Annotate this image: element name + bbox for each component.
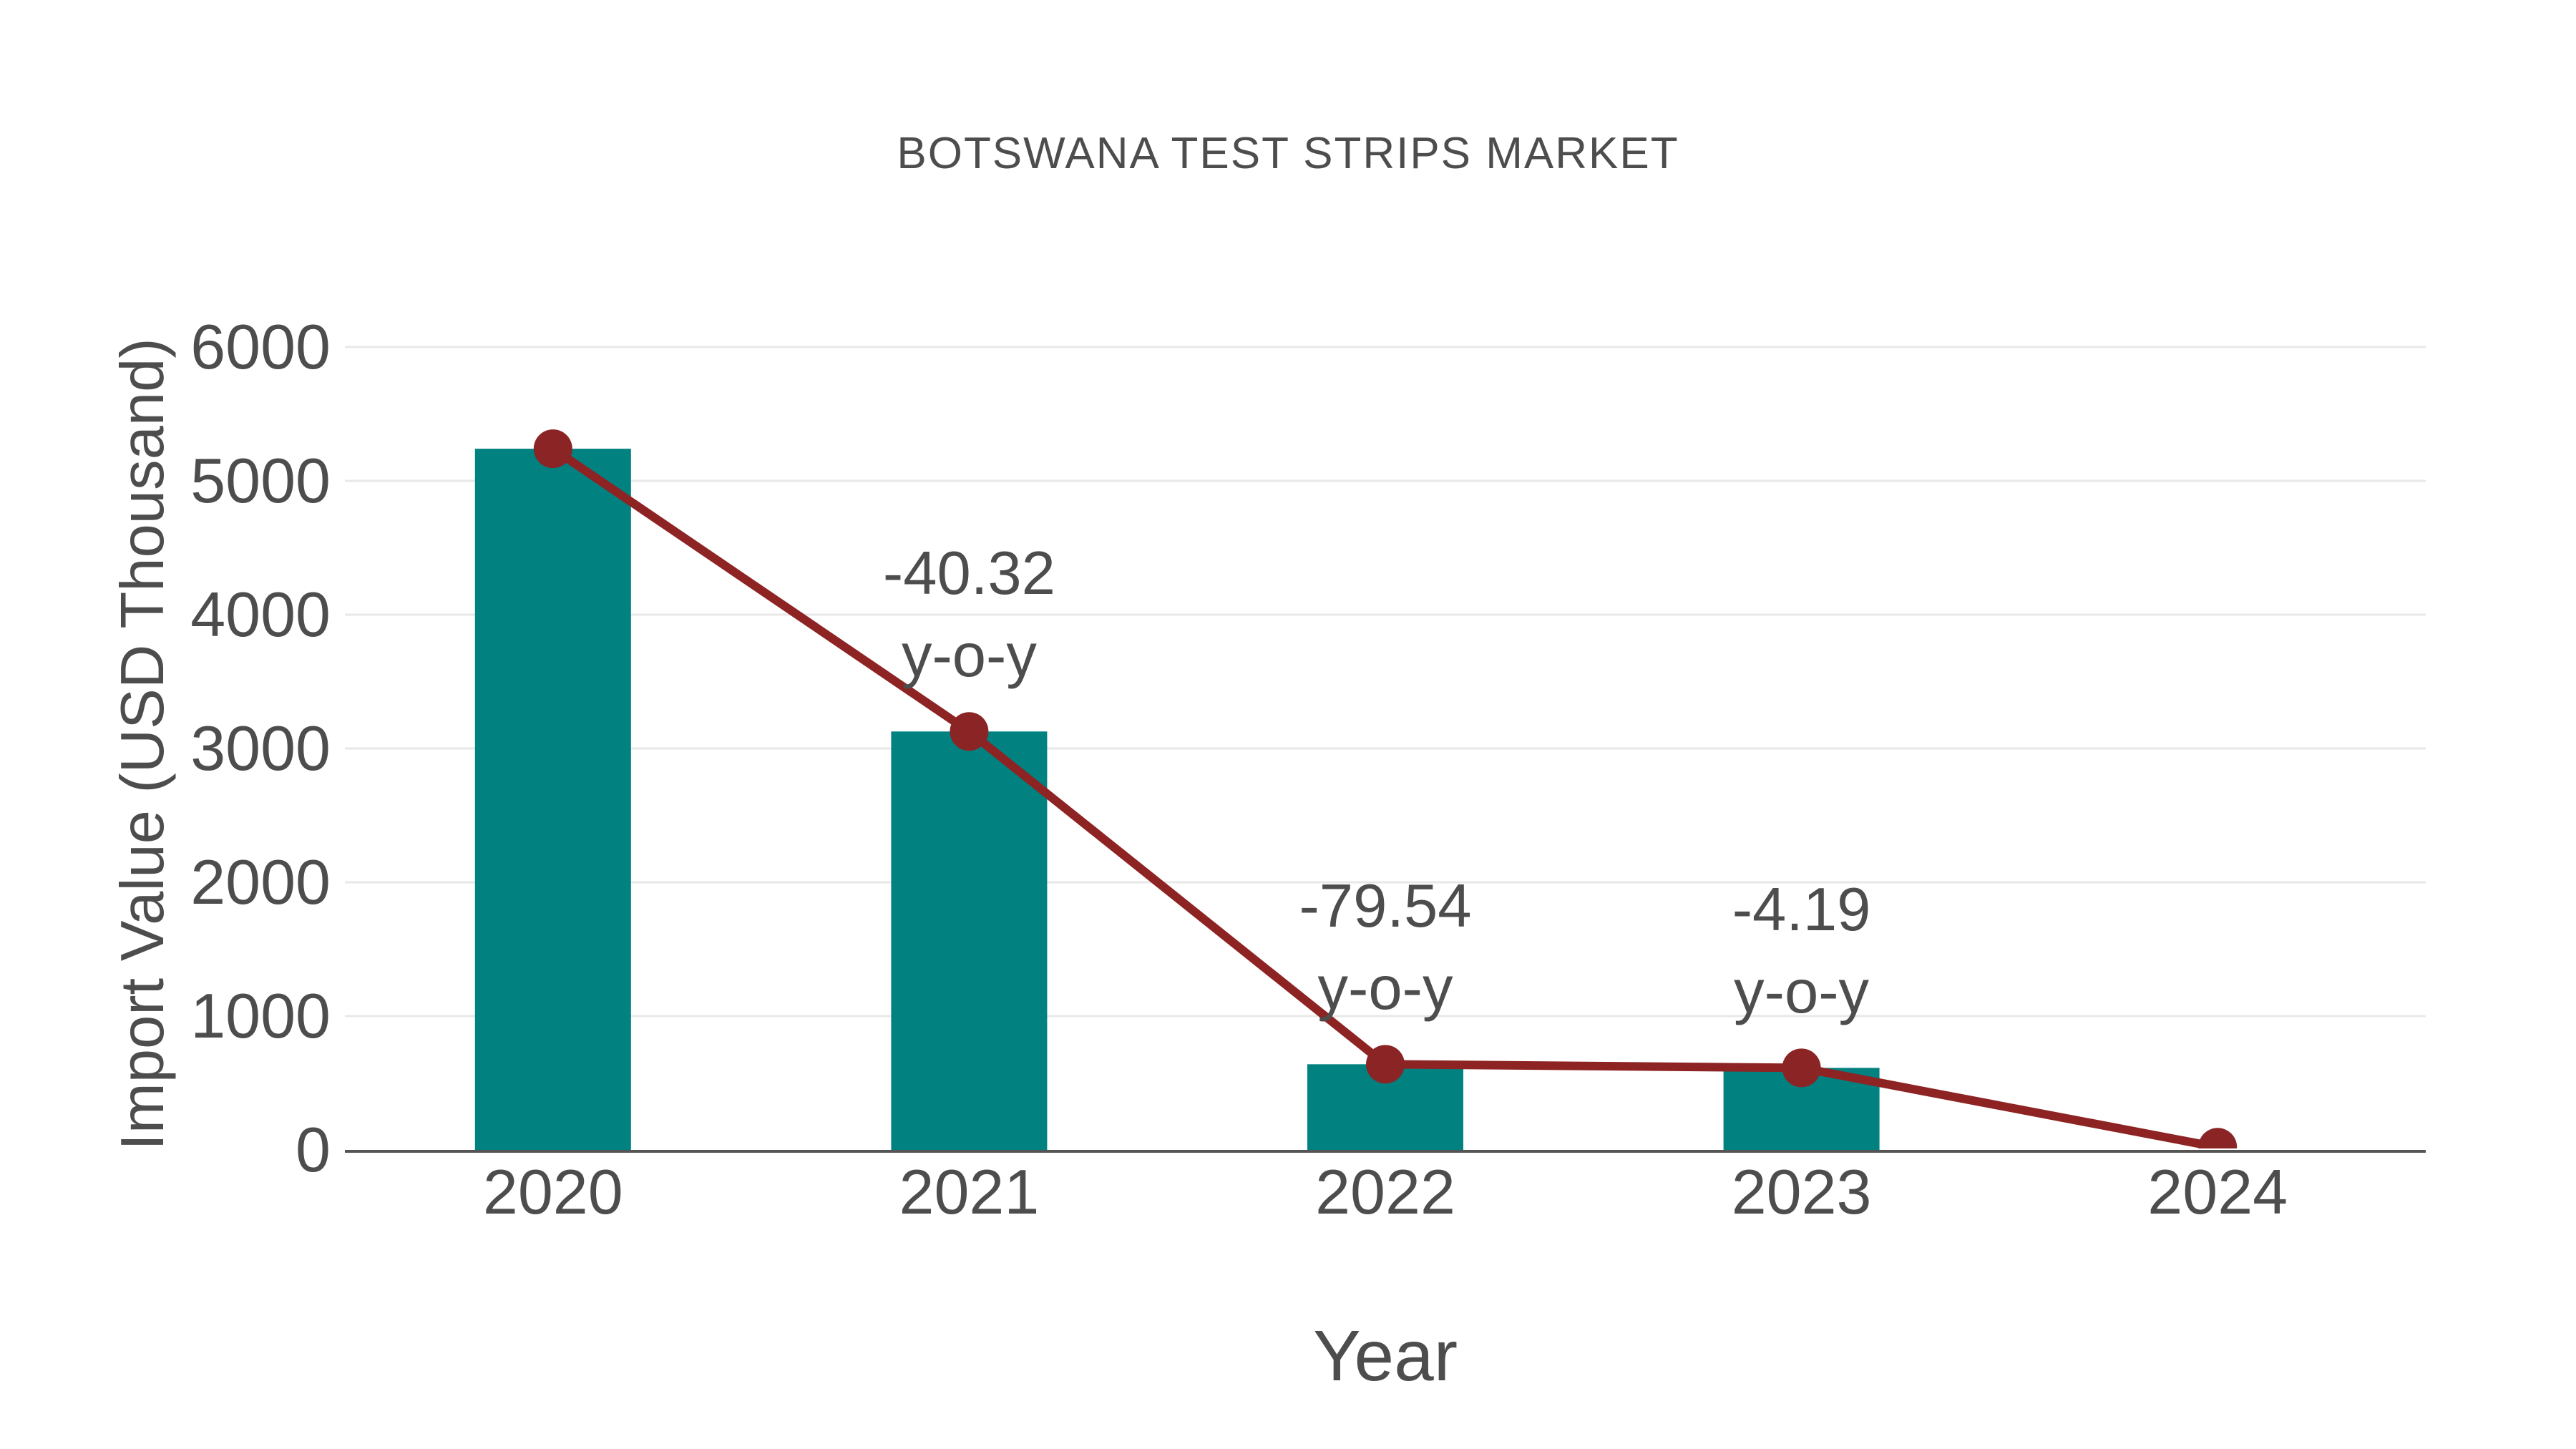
annotation-2022: -79.54 y-o-y	[1299, 865, 1471, 1030]
annotation-line: -79.54	[1299, 872, 1472, 941]
x-tick-label-2022: 2022	[1315, 1156, 1455, 1227]
trend-line	[550, 445, 2219, 1148]
data-point-marker-2020	[533, 429, 572, 469]
y-tick-label-1000: 1000	[190, 980, 331, 1051]
y-tick-label-5000: 5000	[190, 445, 331, 516]
annotation-line: y-o-y	[1734, 958, 1870, 1027]
x-axis-title: Year	[1312, 1316, 1458, 1396]
trend-layer	[533, 429, 2238, 1148]
bar-2021	[891, 731, 1048, 1150]
annotation-line: -40.32	[882, 540, 1055, 608]
data-point-marker-2023	[1782, 1048, 1821, 1088]
annotation-line: -4.19	[1732, 876, 1871, 945]
x-tick-label-2024: 2024	[2147, 1156, 2288, 1227]
x-tick-label-2023: 2023	[1731, 1156, 1872, 1227]
annotation-2021: -40.32 y-o-y	[883, 532, 1055, 697]
y-tick-label-3000: 3000	[190, 713, 331, 784]
y-tick-label-0: 0	[296, 1114, 331, 1185]
y-tick-label-4000: 4000	[190, 579, 331, 650]
y-tick-label-6000: 6000	[190, 311, 331, 382]
data-point-marker-2022	[1366, 1045, 1405, 1084]
x-tick-label-2021: 2021	[899, 1156, 1040, 1227]
annotation-line: y-o-y	[1317, 955, 1453, 1023]
data-point-marker-2024	[2198, 1128, 2238, 1148]
chart-title: BOTSWANA TEST STRIPS MARKET	[897, 129, 1679, 178]
data-point-marker-2021	[950, 712, 989, 751]
bar-2020	[474, 449, 631, 1150]
x-tick-label-2020: 2020	[482, 1156, 623, 1227]
annotation-line: y-o-y	[901, 622, 1037, 691]
annotation-2023: -4.19 y-o-y	[1732, 869, 1871, 1033]
y-tick-label-2000: 2000	[190, 847, 331, 917]
